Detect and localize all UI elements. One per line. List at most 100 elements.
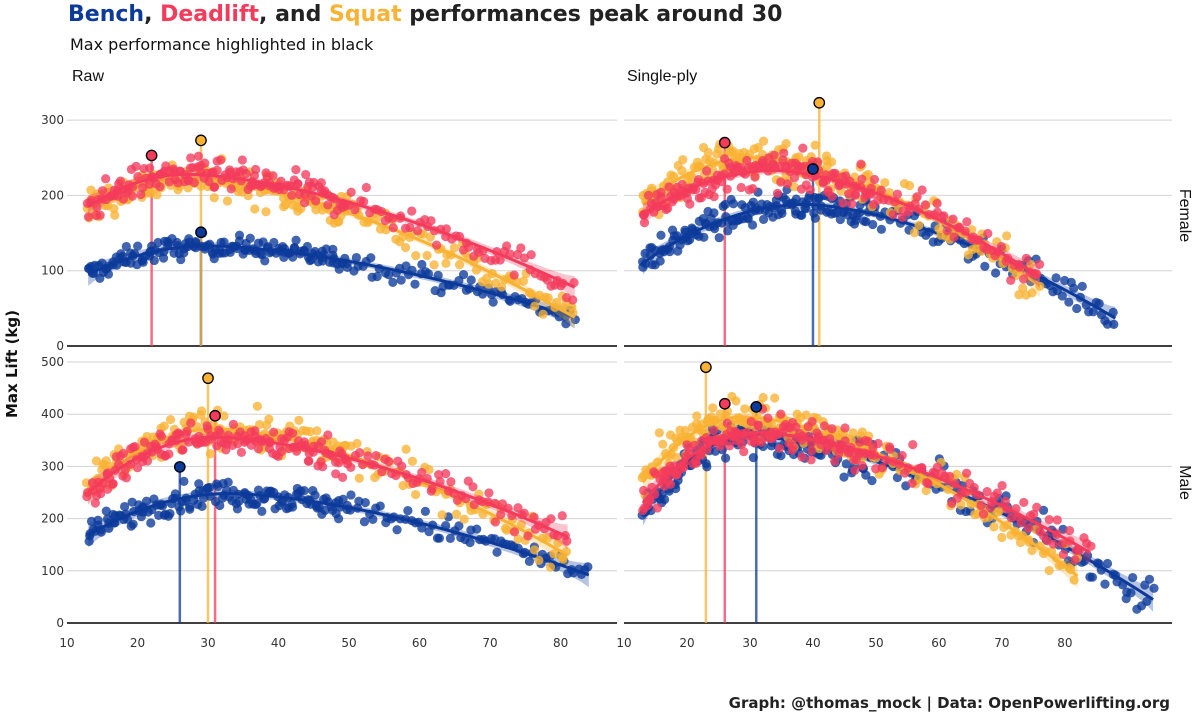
point-deadlift [856, 159, 866, 169]
chart-caption: Graph: @thomas_mock | Data: OpenPowerlif… [728, 694, 1170, 712]
point-deadlift [426, 216, 436, 226]
point-deadlift [363, 451, 373, 461]
point-bench [1072, 303, 1082, 314]
point-bench [302, 241, 312, 252]
point-squat [545, 562, 556, 572]
point-deadlift [1016, 518, 1026, 528]
point-bench [841, 459, 851, 469]
point-squat [400, 242, 411, 253]
point-bench [839, 472, 849, 482]
point-deadlift [212, 165, 222, 175]
point-bench [366, 253, 376, 263]
point-squat [997, 532, 1007, 543]
point-deadlift [90, 498, 100, 508]
point-deadlift [251, 164, 261, 175]
point-squat [449, 243, 460, 253]
point-deadlift [323, 430, 333, 440]
point-bench [728, 199, 739, 209]
point-deadlift [1021, 253, 1031, 263]
point-squat [1014, 290, 1024, 300]
point-squat [312, 426, 322, 436]
point-squat [252, 401, 262, 411]
point-deadlift [969, 482, 979, 493]
point-bench [492, 547, 502, 557]
point-deadlift [691, 458, 701, 468]
point-deadlift [174, 429, 185, 439]
point-deadlift [643, 190, 654, 200]
point-squat [758, 392, 768, 403]
max-point-deadlift [718, 136, 731, 149]
point-deadlift [276, 446, 287, 457]
y-tick-label: 300 [41, 459, 64, 473]
point-squat [294, 415, 304, 425]
point-deadlift [464, 242, 474, 252]
max-point-squat [195, 134, 207, 147]
point-bench [1109, 319, 1119, 329]
series-deadlift [638, 143, 1045, 289]
point-bench [659, 494, 670, 505]
point-bench [721, 453, 731, 463]
point-deadlift [782, 179, 793, 189]
point-deadlift [513, 503, 523, 513]
point-bench [392, 525, 402, 535]
point-deadlift [407, 206, 417, 216]
y-tick-label: 300 [41, 113, 64, 127]
point-bench [321, 244, 331, 254]
point-bench [1100, 579, 1110, 589]
point-deadlift [857, 174, 867, 184]
max-point-bench [173, 461, 186, 473]
point-bench [234, 230, 245, 240]
point-deadlift [371, 451, 381, 461]
point-squat [677, 166, 687, 176]
point-squat [513, 534, 523, 544]
point-deadlift [568, 295, 578, 305]
point-bench [561, 319, 571, 329]
y-axis-label: Max Lift (kg) [3, 310, 21, 418]
chart-subtitle: Max performance highlighted in black [70, 35, 374, 54]
point-deadlift [769, 150, 779, 160]
point-deadlift [181, 429, 191, 440]
point-squat [451, 509, 462, 519]
point-deadlift [1057, 539, 1068, 549]
point-deadlift [840, 436, 850, 446]
point-deadlift [130, 441, 140, 452]
point-bench [465, 537, 475, 548]
point-deadlift [982, 486, 992, 497]
trend-line-deadlift [87, 172, 576, 289]
point-deadlift [490, 517, 500, 527]
point-deadlift [186, 153, 196, 163]
ribbon-deadlift [642, 428, 1091, 565]
max-point-squat [700, 361, 712, 374]
point-bench [699, 232, 709, 242]
point-squat [904, 181, 915, 191]
point-deadlift [912, 192, 922, 202]
point-deadlift [291, 164, 301, 175]
point-deadlift [431, 240, 442, 250]
point-squat [801, 410, 811, 420]
point-bench [583, 562, 593, 572]
point-squat [261, 420, 272, 430]
point-bench [260, 256, 270, 266]
point-bench [359, 517, 370, 527]
point-bench [466, 275, 476, 285]
point-deadlift [996, 241, 1006, 252]
panel-female-single-ply [624, 96, 1172, 347]
point-deadlift [562, 536, 572, 546]
point-bench [861, 470, 871, 480]
chart-title: Bench, Deadlift, and Squat performances … [68, 2, 782, 27]
point-deadlift [805, 185, 815, 195]
point-deadlift [546, 514, 556, 524]
point-deadlift [873, 438, 883, 449]
point-deadlift [1048, 539, 1059, 549]
max-point-squat [813, 96, 826, 109]
point-deadlift [798, 143, 808, 153]
point-bench [747, 220, 758, 230]
point-squat [261, 207, 271, 217]
point-deadlift [807, 416, 817, 427]
point-bench [403, 505, 413, 516]
point-bench [665, 247, 675, 257]
point-bench [748, 453, 758, 463]
point-squat [219, 411, 229, 421]
point-bench [1126, 588, 1136, 598]
point-deadlift [413, 226, 423, 236]
